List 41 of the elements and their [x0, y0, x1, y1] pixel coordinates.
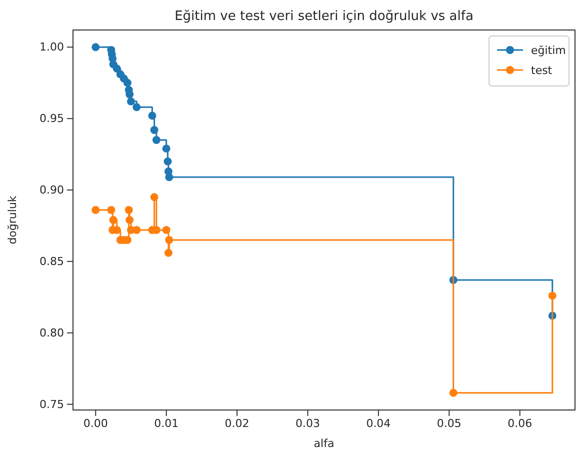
x-tick-label: 0.00	[83, 416, 108, 430]
point	[164, 248, 172, 257]
y-tick-label: 1.00	[40, 40, 64, 54]
x-tick-label: 0.04	[366, 416, 391, 430]
point	[150, 126, 158, 134]
y-tick-label: 0.85	[40, 254, 64, 268]
point	[162, 144, 170, 153]
x-tick-label: 0.01	[154, 416, 179, 430]
y-tick-label: 0.90	[40, 184, 64, 197]
x-tick-label: 0.03	[295, 416, 320, 430]
legend-label: test	[531, 64, 553, 77]
point	[162, 226, 170, 234]
x-tick-label: 0.06	[508, 416, 532, 430]
point	[92, 43, 100, 52]
point	[123, 78, 132, 87]
point	[148, 112, 156, 120]
point	[126, 97, 135, 106]
point	[548, 292, 556, 300]
point	[164, 157, 172, 166]
y-tick-label: 0.80	[40, 326, 64, 340]
point	[150, 193, 158, 202]
point	[92, 206, 100, 214]
x-axis-title: alfa	[314, 437, 334, 450]
point	[152, 136, 160, 144]
point	[165, 173, 174, 182]
point	[132, 226, 141, 234]
point	[107, 206, 116, 214]
y-tick-label: 0.75	[40, 398, 64, 411]
point	[126, 216, 134, 224]
y-tick-label: 0.95	[40, 112, 64, 126]
point	[124, 206, 133, 214]
point	[132, 103, 141, 112]
point	[449, 388, 458, 397]
x-tick-label: 0.02	[224, 416, 250, 430]
point	[109, 216, 118, 224]
x-tick-label: 0.05	[436, 416, 462, 430]
point	[165, 236, 174, 244]
point	[112, 64, 121, 73]
y-axis-title: doğruluk	[6, 195, 19, 244]
legend-label: eğitim	[531, 44, 566, 57]
chart-title: Eğitim ve test veri setleri için doğruluk vs alfa	[174, 9, 474, 24]
